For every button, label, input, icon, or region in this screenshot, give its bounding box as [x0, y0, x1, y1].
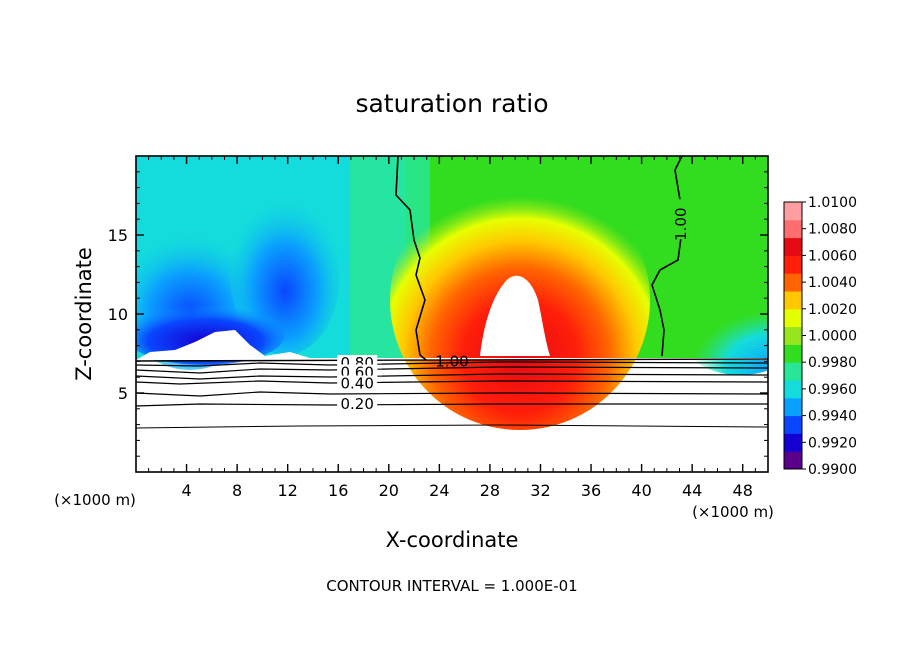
colorbar-swatch: [784, 326, 802, 345]
x-tick-label: 4: [181, 481, 191, 500]
contour-label: 0.20: [340, 395, 373, 413]
contour-band-5: [136, 380, 768, 385]
y-axis: 5 10 15: [108, 171, 768, 457]
x-tick-label: 28: [480, 481, 500, 500]
colorbar-tick-label: 1.0060: [808, 248, 857, 264]
contour-label-mask: [337, 396, 378, 412]
colorbar-swatch: [784, 344, 802, 363]
contour-lines-upper: [395, 156, 683, 361]
field-left-mountain-void: [136, 330, 768, 360]
colorbar-swatch: [784, 291, 802, 310]
colorbar-tick-label: 1.0020: [808, 302, 857, 318]
x-tick-label: 44: [682, 481, 702, 500]
colorbar-swatch: [784, 219, 802, 239]
contour-1.00-left: [395, 156, 427, 361]
colorbar-tick-label: 1.0100: [808, 195, 857, 211]
colorbar-tick-label: 0.9900: [808, 462, 857, 478]
x-axis-label: X-coordinate: [386, 528, 519, 552]
colorbar-tick-label: 1.0040: [808, 275, 857, 291]
contour-lines-lower: [136, 358, 768, 429]
y-tick-label: 15: [108, 226, 128, 245]
colorbar-tick-label: 0.9940: [808, 409, 857, 425]
contour-interval-note: CONTOUR INTERVAL = 1.000E-01: [326, 577, 577, 595]
contour-label: 1.00: [672, 207, 690, 240]
colorbar-tick-label: 1.0000: [808, 329, 857, 345]
x-tick-label: 16: [328, 481, 348, 500]
chart-title: saturation ratio: [355, 89, 548, 118]
colorbar-swatch: [784, 451, 802, 470]
x-tick-label: 48: [733, 481, 753, 500]
x-tick-label: 12: [278, 481, 298, 500]
colorbar-swatch: [784, 273, 802, 292]
saturation-field: [136, 156, 768, 430]
contour-band-6: [136, 391, 768, 397]
colorbar-swatch: [784, 415, 802, 434]
x-axis: 4 8 12 16 20 24 28 32 36 40 44 48: [148, 156, 756, 500]
contour-label-mask: [337, 375, 378, 391]
x-unit-left: (×1000 m): [54, 491, 136, 509]
contour-band-8: [136, 424, 768, 429]
colorbar-tick-label: 1.0080: [808, 222, 857, 238]
contour-band-7: [136, 403, 768, 407]
colorbar-tick-label: 0.9960: [808, 382, 857, 398]
contour-label-mask: [677, 199, 693, 240]
x-tick-label: 32: [530, 481, 550, 500]
x-unit-right: (×1000 m): [692, 503, 774, 521]
contour-band-1: [136, 358, 768, 362]
contour-labels: 1.001.000.800.600.400.20: [337, 199, 693, 413]
colorbar-tick-label: 0.9980: [808, 355, 857, 371]
contour-label: 1.00: [435, 352, 468, 370]
field-right-blue: [680, 295, 768, 375]
contour-1.00-right: [651, 156, 683, 357]
contour-band-3: [136, 366, 768, 374]
colorbar-swatch: [784, 433, 802, 452]
colorbar-swatch: [784, 362, 802, 381]
colorbar-swatch: [784, 237, 802, 256]
colorbar-swatch: [784, 255, 802, 274]
y-tick-label: 10: [108, 305, 128, 324]
colorbar: 1.0100 1.0080 1.0060 1.0040 1.0020 1.0000 0.99…: [783, 195, 857, 478]
colorbar-swatch: [784, 202, 802, 221]
contour-label: 0.40: [340, 375, 373, 393]
colorbar-swatch: [784, 380, 802, 399]
contour-band-4: [136, 373, 768, 380]
field-plume-core-void: [480, 275, 550, 356]
x-tick-label: 24: [429, 481, 449, 500]
x-tick-label: 8: [232, 481, 242, 500]
colorbar-swatch: [784, 308, 802, 328]
colorbar-swatch: [784, 397, 802, 417]
y-tick-label: 5: [118, 384, 128, 403]
y-axis-label: Z-coordinate: [72, 247, 96, 381]
colorbar-tick-label: 0.9920: [808, 435, 857, 451]
contour-band-2: [136, 361, 768, 367]
x-tick-label: 36: [581, 481, 601, 500]
x-tick-label: 20: [379, 481, 399, 500]
x-tick-label: 40: [631, 481, 651, 500]
